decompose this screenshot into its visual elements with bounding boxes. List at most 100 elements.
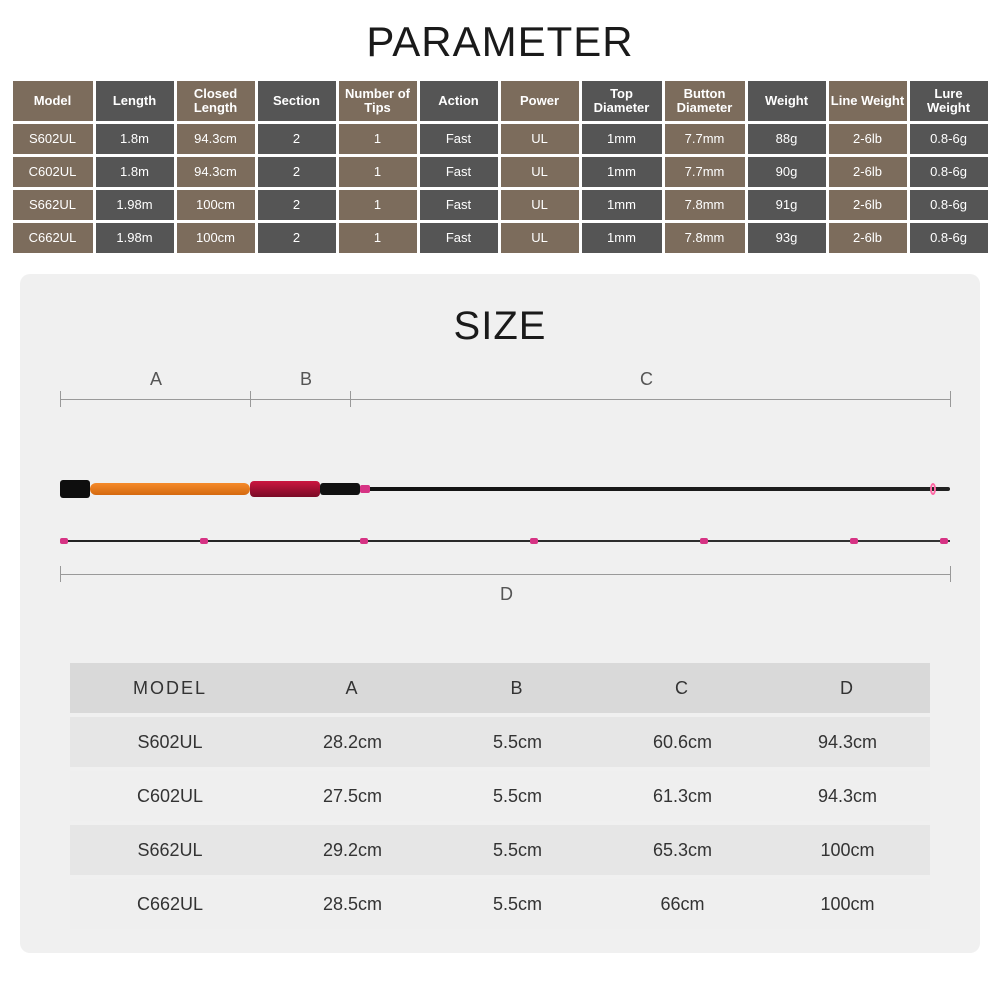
param-cell: C602UL [13, 157, 93, 187]
dim-label-b: B [300, 369, 312, 390]
rod-blank-upper [360, 487, 950, 491]
rod-upper-piece [60, 477, 950, 501]
param-col-action: Action [420, 81, 498, 121]
param-col-model: Model [13, 81, 93, 121]
param-cell: 91g [748, 190, 826, 220]
param-cell: Fast [420, 157, 498, 187]
table-row: C602UL27.5cm5.5cm61.3cm94.3cm [70, 771, 930, 821]
size-cell: 27.5cm [270, 771, 435, 821]
size-cell: 94.3cm [765, 717, 930, 767]
dimtick [60, 566, 61, 582]
param-cell: 0.8-6g [910, 157, 988, 187]
dimtick [350, 391, 351, 407]
param-cell: 100cm [177, 223, 255, 253]
param-cell: 1mm [582, 157, 662, 187]
param-col-button-diameter: Button Diameter [665, 81, 745, 121]
param-cell: 1.8m [96, 124, 174, 154]
size-table: MODEL A B C D S602UL28.2cm5.5cm60.6cm94.… [70, 659, 930, 933]
rod-diagram: A B C [40, 369, 960, 629]
table-row: C602UL1.8m94.3cm21FastUL1mm7.7mm90g2-6lb… [13, 157, 988, 187]
dimtick [60, 391, 61, 407]
param-cell: 7.7mm [665, 124, 745, 154]
rod-guide-ring-icon [930, 483, 936, 495]
param-cell: 0.8-6g [910, 223, 988, 253]
param-cell: 2-6lb [829, 124, 907, 154]
rod-reel-seat-hood [320, 483, 360, 495]
param-cell: 90g [748, 157, 826, 187]
size-cell: 60.6cm [600, 717, 765, 767]
param-cell: 7.8mm [665, 190, 745, 220]
table-row: S662UL1.98m100cm21FastUL1mm7.8mm91g2-6lb… [13, 190, 988, 220]
size-cell: S662UL [70, 825, 270, 875]
size-cell: 65.3cm [600, 825, 765, 875]
param-cell: 1 [339, 223, 417, 253]
table-row: C662UL28.5cm5.5cm66cm100cm [70, 879, 930, 929]
param-cell: 1 [339, 124, 417, 154]
parameter-table-header-row: Model Length Closed Length Section Numbe… [13, 81, 988, 121]
param-col-lure-weight: Lure Weight [910, 81, 988, 121]
param-cell: 1.98m [96, 190, 174, 220]
param-cell: 88g [748, 124, 826, 154]
param-cell: S602UL [13, 124, 93, 154]
param-col-weight: Weight [748, 81, 826, 121]
size-panel: SIZE A B C [20, 274, 980, 953]
size-cell: 5.5cm [435, 717, 600, 767]
table-row: S602UL28.2cm5.5cm60.6cm94.3cm [70, 717, 930, 767]
param-cell: 1mm [582, 223, 662, 253]
size-cell: 29.2cm [270, 825, 435, 875]
size-cell: 5.5cm [435, 825, 600, 875]
size-cell: 100cm [765, 825, 930, 875]
rod-handle-butt [60, 480, 90, 498]
size-cell: C602UL [70, 771, 270, 821]
param-cell: 2 [258, 190, 336, 220]
param-col-section: Section [258, 81, 336, 121]
param-cell: 1 [339, 190, 417, 220]
param-cell: 93g [748, 223, 826, 253]
param-cell: S662UL [13, 190, 93, 220]
table-row: C662UL1.98m100cm21FastUL1mm7.8mm93g2-6lb… [13, 223, 988, 253]
rod-handle-grip [90, 483, 250, 495]
param-cell: Fast [420, 190, 498, 220]
param-cell: 1.98m [96, 223, 174, 253]
size-col-c: C [600, 663, 765, 713]
size-table-header-row: MODEL A B C D [70, 663, 930, 713]
rod-wrap [700, 538, 708, 544]
size-col-a: A [270, 663, 435, 713]
param-cell: 2 [258, 124, 336, 154]
size-cell: S602UL [70, 717, 270, 767]
param-cell: UL [501, 190, 579, 220]
param-cell: 2 [258, 157, 336, 187]
parameter-table: Model Length Closed Length Section Numbe… [10, 78, 991, 256]
param-col-top-diameter: Top Diameter [582, 81, 662, 121]
size-cell: 100cm [765, 879, 930, 929]
rod-wrap [200, 538, 208, 544]
param-cell: 100cm [177, 190, 255, 220]
param-cell: UL [501, 223, 579, 253]
dim-label-c: C [640, 369, 653, 390]
param-cell: Fast [420, 223, 498, 253]
size-cell: 61.3cm [600, 771, 765, 821]
param-cell: 1mm [582, 190, 662, 220]
dimtick [950, 391, 951, 407]
param-cell: 7.7mm [665, 157, 745, 187]
param-cell: Fast [420, 124, 498, 154]
param-cell: 2-6lb [829, 157, 907, 187]
dimtick [950, 566, 951, 582]
size-cell: 5.5cm [435, 879, 600, 929]
param-cell: 0.8-6g [910, 190, 988, 220]
param-cell: C662UL [13, 223, 93, 253]
rod-wrap [530, 538, 538, 544]
size-cell: 94.3cm [765, 771, 930, 821]
size-cell: 5.5cm [435, 771, 600, 821]
size-cell: C662UL [70, 879, 270, 929]
param-col-number-of-tips: Number of Tips [339, 81, 417, 121]
param-col-line-weight: Line Weight [829, 81, 907, 121]
dimtick [250, 391, 251, 407]
param-cell: 94.3cm [177, 124, 255, 154]
size-cell: 66cm [600, 879, 765, 929]
parameter-heading: PARAMETER [0, 0, 1000, 78]
param-cell: 7.8mm [665, 223, 745, 253]
param-cell: 1mm [582, 124, 662, 154]
rod-wrap [850, 538, 858, 544]
size-col-model: MODEL [70, 663, 270, 713]
